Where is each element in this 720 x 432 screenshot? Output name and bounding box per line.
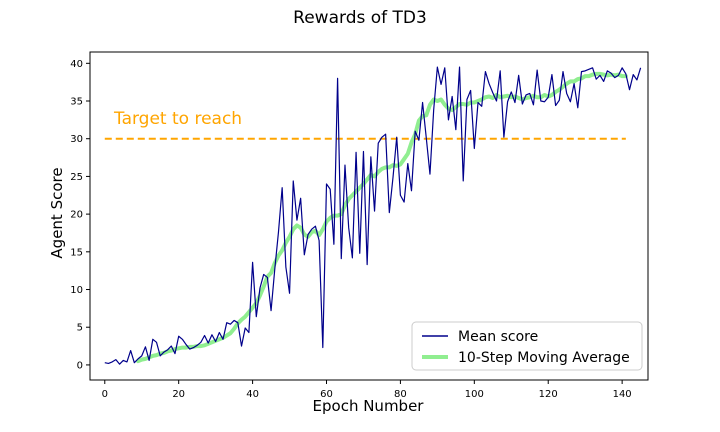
- x-tick-label: 0: [102, 389, 108, 400]
- x-tick-label: 120: [539, 389, 558, 400]
- plot-area: [104, 66, 642, 365]
- target-annotation: Target to reach: [113, 109, 242, 129]
- axis-ticks: 0 20 40 60 80 100 120 140 0 5 10 15 20 25 30 35 40: [70, 59, 631, 400]
- y-tick-label: 10: [70, 285, 83, 296]
- series-line-mean-score: [104, 66, 642, 365]
- x-tick-label: 20: [172, 389, 185, 400]
- y-tick-label: 25: [70, 172, 83, 183]
- y-tick-label: 40: [70, 59, 83, 70]
- chart-title: Rewards of TD3: [293, 8, 427, 28]
- legend-label-mean-score: Mean score: [458, 329, 538, 345]
- y-tick-label: 5: [77, 323, 83, 334]
- x-tick-label: 80: [394, 389, 407, 400]
- x-tick-label: 140: [613, 389, 632, 400]
- legend-box: [411, 321, 643, 371]
- series-line-moving-average: [136, 71, 628, 364]
- legend: Mean score 10-Step Moving Average: [411, 321, 643, 371]
- y-axis-label: Agent Score: [48, 167, 66, 258]
- y-tick-label: 30: [70, 134, 83, 145]
- plot-frame: [89, 51, 649, 381]
- y-tick-label: 0: [77, 360, 83, 371]
- legend-label-moving-average: 10-Step Moving Average: [458, 350, 630, 366]
- x-tick-label: 40: [246, 389, 259, 400]
- y-tick-label: 15: [70, 247, 83, 258]
- x-tick-label: 60: [320, 389, 333, 400]
- x-axis-label: Epoch Number: [313, 397, 425, 415]
- y-tick-label: 35: [70, 97, 83, 108]
- x-tick-label: 100: [465, 389, 484, 400]
- y-tick-label: 20: [70, 210, 83, 221]
